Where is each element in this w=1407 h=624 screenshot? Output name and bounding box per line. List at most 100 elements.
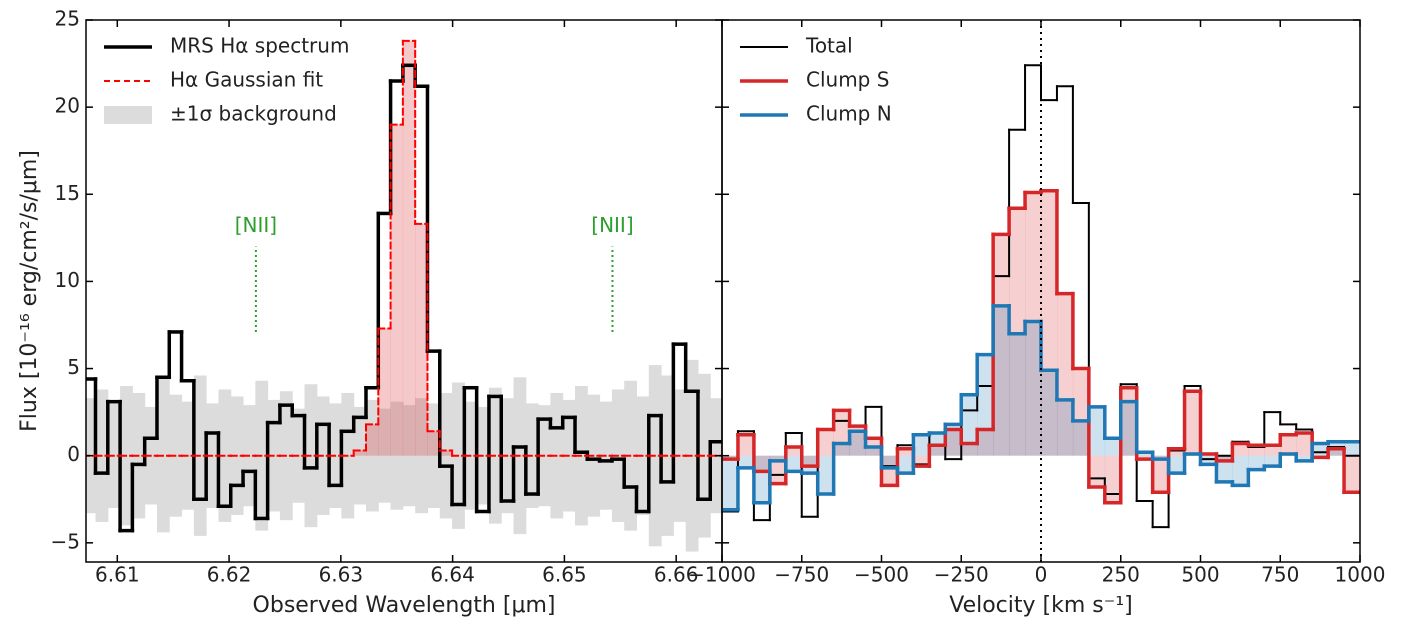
step-fill	[1072, 420, 1090, 456]
y-axis-label: Flux [10⁻¹⁶ erg/cm²/s/μm]	[17, 150, 42, 432]
legend-label: Clump S	[806, 68, 889, 92]
y-tick-label: 10	[55, 268, 80, 292]
x-axis-label: Velocity [km s⁻¹]	[949, 593, 1133, 618]
x-tick-label: 750	[1261, 563, 1299, 587]
step-fill	[1248, 445, 1265, 456]
step-fill	[897, 448, 914, 456]
step-fill	[881, 455, 898, 468]
step-fill	[1168, 448, 1185, 456]
legend-label: Hα Gaussian fit	[170, 68, 323, 92]
step-fill	[353, 450, 367, 456]
annotation-label: [NII]	[591, 213, 633, 237]
step-fill	[1296, 433, 1313, 456]
step-fill	[1120, 401, 1137, 456]
step-fill	[1344, 441, 1360, 456]
step-fill	[1072, 368, 1090, 456]
step-fill	[402, 40, 416, 456]
step-fill	[1056, 293, 1074, 456]
plot-area	[86, 39, 722, 552]
y-tick-label: 15	[55, 181, 80, 205]
step-fill	[1168, 455, 1185, 474]
step-fill	[961, 394, 978, 456]
x-tick-label: 1000	[1335, 563, 1386, 587]
step-fill	[1152, 455, 1169, 493]
step-fill	[769, 455, 787, 461]
background-band	[390, 401, 404, 510]
step-fill	[1264, 445, 1281, 456]
legend-label: Total	[805, 34, 853, 58]
background-band	[353, 406, 367, 505]
y-tick-label: 25	[55, 7, 80, 31]
legend-label: Clump N	[806, 102, 892, 126]
step-fill	[737, 434, 755, 456]
step-fill	[753, 455, 771, 503]
background-band	[427, 403, 441, 508]
step-fill	[849, 426, 866, 456]
background-band	[415, 398, 428, 514]
step-fill	[1025, 192, 1042, 456]
step-fill	[977, 354, 994, 456]
x-tick-label: 6.61	[95, 563, 140, 587]
x-tick-label: 250	[1102, 563, 1140, 587]
step-fill	[785, 455, 803, 472]
step-fill	[439, 450, 453, 456]
x-tick-label: −1000	[688, 563, 756, 587]
step-fill	[753, 455, 771, 472]
x-tick-label: −750	[774, 563, 829, 587]
step-fill	[1056, 399, 1074, 456]
step-fill	[365, 424, 379, 456]
step-fill	[993, 234, 1010, 456]
step-fill	[1232, 443, 1249, 456]
step-fill	[1120, 387, 1137, 456]
step-fill	[897, 455, 914, 474]
x-tick-label: 6.64	[430, 563, 475, 587]
step-fill	[913, 455, 930, 467]
step-fill	[427, 431, 441, 456]
x-tick-label: 6.65	[542, 563, 587, 587]
step-fill	[929, 445, 946, 456]
annotation-label: [NII]	[235, 213, 277, 237]
step-fill	[801, 455, 818, 467]
step-fill	[1264, 455, 1281, 467]
step-fill	[1025, 321, 1042, 456]
x-tick-label: 0	[1035, 563, 1048, 587]
step-fill	[1009, 333, 1026, 456]
x-tick-label: 500	[1181, 563, 1219, 587]
step-fill	[1041, 370, 1058, 456]
step-fill	[1312, 443, 1329, 456]
step-fill	[1280, 434, 1297, 456]
step-fill	[737, 455, 755, 468]
step-fill	[1216, 455, 1233, 461]
step-fill	[833, 443, 850, 456]
x-tick-label: −250	[934, 563, 989, 587]
background-band	[402, 405, 416, 507]
step-fill	[1328, 448, 1345, 456]
step-fill	[1344, 455, 1360, 493]
step-fill	[817, 455, 834, 495]
step-fill	[1088, 455, 1106, 488]
step-fill	[390, 124, 404, 456]
step-fill	[881, 455, 898, 486]
y-tick-label: 5	[67, 355, 80, 379]
x-axis-label: Observed Wavelength [μm]	[253, 593, 556, 618]
step-fill	[817, 429, 834, 456]
step-fill	[961, 443, 978, 456]
step-fill	[785, 446, 803, 456]
y-tick-label: 20	[55, 94, 80, 118]
step-fill	[849, 431, 866, 456]
step-fill	[945, 429, 962, 456]
step-fill	[865, 446, 882, 456]
step-fill	[722, 455, 739, 510]
y-tick-label: −5	[51, 529, 80, 553]
step-fill	[1248, 455, 1265, 470]
background-band	[365, 399, 379, 512]
y-tick-label: 0	[67, 442, 80, 466]
step-fill	[1296, 455, 1313, 461]
x-tick-label: 6.63	[319, 563, 364, 587]
step-fill	[977, 429, 994, 456]
background-band	[378, 408, 392, 503]
step-fill	[1184, 391, 1201, 456]
step-fill	[1232, 455, 1249, 486]
plot-area	[722, 20, 1360, 562]
